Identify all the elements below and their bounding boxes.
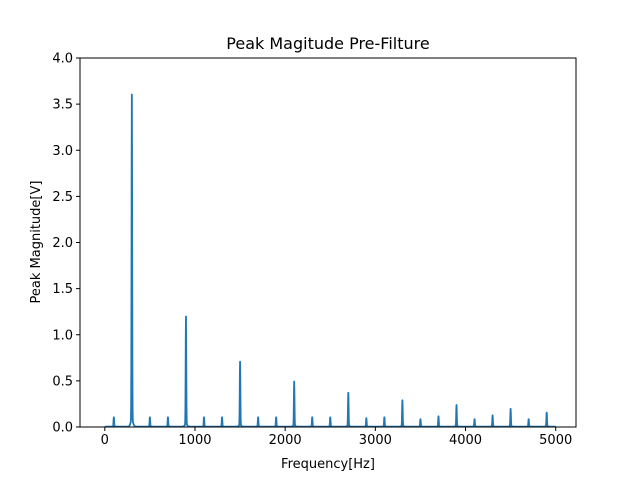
x-tick-label: 2000 xyxy=(269,433,302,448)
data-point xyxy=(221,416,223,419)
x-axis: 0 1000 2000 3000 4000 5000 xyxy=(101,427,572,448)
data-point xyxy=(491,415,494,417)
data-point xyxy=(131,100,133,103)
y-tick-label: 4.0 xyxy=(52,52,73,67)
data-point xyxy=(419,418,422,421)
data-point xyxy=(347,392,350,395)
data-point xyxy=(239,362,241,365)
y-tick-label: 2.0 xyxy=(52,236,73,251)
y-tick-label: 0.5 xyxy=(52,374,73,389)
y-tick-label: 0.0 xyxy=(52,421,73,436)
y-tick-label: 2.5 xyxy=(52,190,73,205)
data-point xyxy=(545,412,548,414)
data-point xyxy=(455,404,458,407)
data-point xyxy=(167,416,169,419)
data-point xyxy=(293,381,295,384)
data-point xyxy=(401,400,404,402)
data-point xyxy=(275,416,277,419)
data-point xyxy=(311,416,314,419)
data-point xyxy=(149,416,151,419)
data-point xyxy=(185,318,187,320)
data-point xyxy=(509,408,512,411)
data-point xyxy=(437,416,440,418)
plot-frame xyxy=(79,57,577,428)
data-point xyxy=(527,418,530,421)
data-point xyxy=(329,416,332,419)
x-tick-label: 4000 xyxy=(449,433,482,448)
y-tick-label: 3.0 xyxy=(52,144,73,159)
y-tick-label: 1.5 xyxy=(52,282,73,297)
x-tick-label: 5000 xyxy=(539,433,572,448)
x-tick-label: 3000 xyxy=(359,433,392,448)
data-point xyxy=(257,416,259,419)
y-axis: 0.0 0.5 1.0 1.5 2.0 2.5 3.0 3.5 4.0 xyxy=(52,52,80,436)
data-point xyxy=(365,417,368,420)
y-axis-label: Peak Magnitude[V] xyxy=(29,181,44,304)
data-point xyxy=(473,418,476,421)
x-tick-label: 1000 xyxy=(178,433,211,448)
data-point xyxy=(113,416,115,419)
chart-title: Peak Magitude Pre-Filture xyxy=(226,34,429,53)
data-point xyxy=(383,416,386,419)
x-axis-label: Frequency[Hz] xyxy=(281,457,375,472)
y-tick-label: 1.0 xyxy=(52,328,73,343)
y-tick-label: 3.5 xyxy=(52,98,73,113)
data-point xyxy=(203,416,205,419)
x-tick-label: 0 xyxy=(101,433,109,448)
